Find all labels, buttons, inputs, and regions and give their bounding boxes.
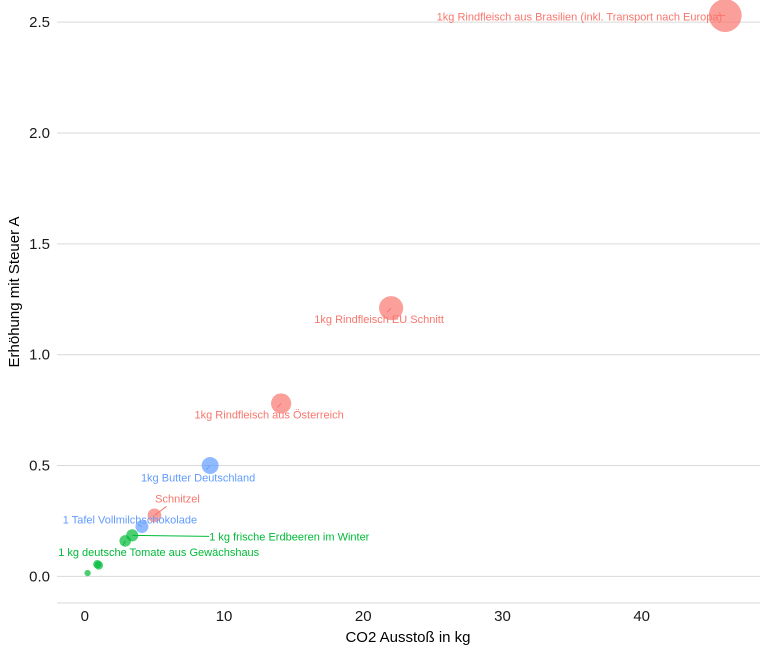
point-label: 1kg Butter Deutschland	[141, 473, 255, 485]
y-tick-label: 1.0	[29, 347, 50, 364]
x-tick-label: 10	[216, 608, 233, 625]
y-tick-label: 0.5	[29, 458, 50, 475]
data-point	[147, 508, 162, 523]
point-label: 1kg Rindfleisch aus Brasilien (inkl. Tra…	[437, 12, 723, 24]
point-label: Schnitzel	[155, 493, 200, 505]
data-point	[94, 561, 104, 570]
y-tick-label: 1.5	[29, 236, 50, 253]
x-tick-label: 20	[355, 608, 372, 625]
label-connector	[132, 534, 210, 537]
x-tick-labels: 0 10 20 30 40	[81, 608, 650, 625]
data-point	[271, 393, 292, 414]
x-tick-label: 40	[633, 608, 650, 625]
y-tick-label: 2.0	[29, 125, 50, 142]
y-axis-title: Erhöhung mit Steuer A	[6, 217, 23, 368]
y-tick-label: 2.5	[29, 14, 50, 31]
point-label: 1 kg frische Erdbeeren im Winter	[209, 531, 370, 543]
point-label: 1kg Rindfleisch aus Österreich	[195, 409, 344, 421]
data-point	[135, 520, 149, 533]
data-points	[84, 0, 742, 577]
data-point	[119, 535, 131, 547]
data-point	[379, 296, 404, 321]
gridlines	[57, 21, 760, 577]
data-point	[201, 457, 219, 475]
y-tick-label: 0.0	[29, 568, 50, 585]
x-axis-title: CO2 Ausstoß in kg	[345, 629, 470, 646]
point-label: 1kg Rindfleisch EU Schnitt	[314, 314, 444, 326]
x-tick-label: 30	[494, 608, 511, 625]
point-labels: 1kg Rindfleisch aus Brasilien (inkl. Tra…	[58, 12, 722, 559]
x-tick-label: 0	[81, 608, 89, 625]
data-point	[84, 569, 91, 577]
point-label: 1 kg deutsche Tomate aus Gewächshaus	[58, 547, 259, 559]
y-tick-labels: 0.0 0.5 1.0 1.5 2.0 2.5	[29, 14, 50, 585]
point-label: 1 Tafel Vollmilchschokolade	[63, 515, 197, 527]
data-point	[708, 0, 742, 32]
